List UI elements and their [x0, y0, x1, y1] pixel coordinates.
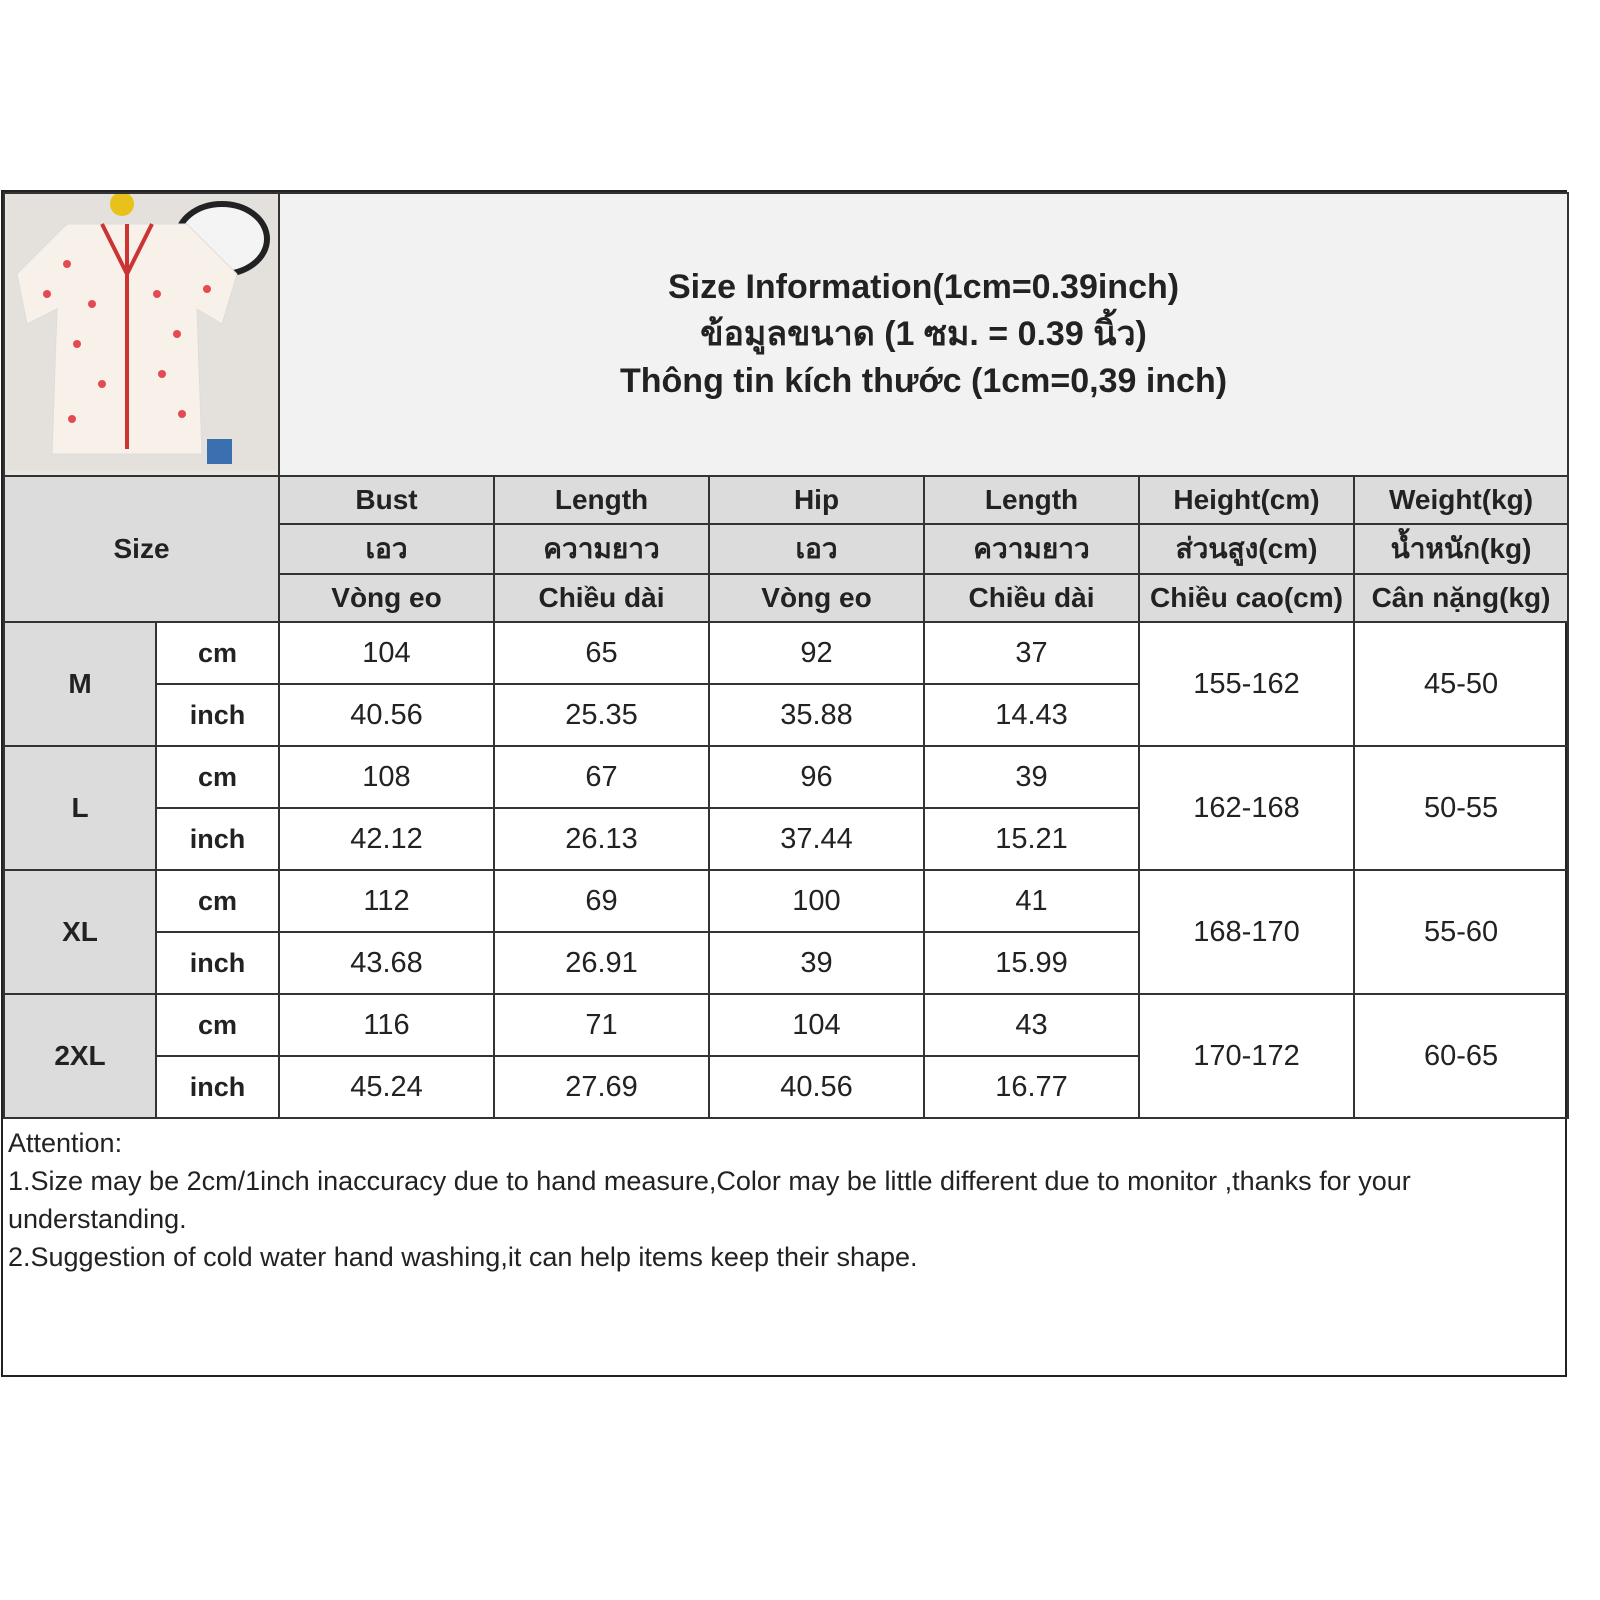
measurement-cell: 25.35 — [493, 683, 710, 747]
measurement-cell: 27.69 — [493, 1055, 710, 1119]
measurement-cell: 71 — [493, 993, 710, 1057]
table-row: 2XL cm 116 71 104 43 170-172 60-65 — [3, 993, 1570, 1119]
column-header: Height(cm) — [1138, 475, 1355, 525]
unit-label: inch — [155, 931, 280, 995]
unit-label: cm — [155, 869, 280, 933]
column-header: Vòng eo — [278, 573, 495, 623]
size-label: 2XL — [3, 993, 157, 1119]
measurement-cell: 26.13 — [493, 807, 710, 871]
column-header: ความยาว — [923, 523, 1140, 575]
measurement-cell: 43 — [923, 993, 1140, 1057]
table-row: inch 43.68 26.91 39 15.99 — [4, 931, 1568, 995]
unit-label: cm — [155, 993, 280, 1057]
measurement-cell: 41 — [923, 869, 1140, 933]
column-header: Weight(kg) — [1352, 475, 1570, 525]
notes-heading: Attention: — [8, 1128, 123, 1158]
measurement-cell: 37 — [923, 621, 1140, 685]
height-cell: 170-172 — [1138, 993, 1355, 1119]
column-header: Cân nặng(kg) — [1352, 573, 1570, 623]
measurement-cell: 37.44 — [708, 807, 925, 871]
measurement-cell: 42.12 — [278, 807, 495, 871]
weight-cell: 50-55 — [1352, 745, 1570, 871]
measurement-cell: 96 — [708, 745, 925, 809]
measurement-cell: 92 — [708, 621, 925, 685]
column-header: เอว — [708, 523, 925, 575]
unit-label: cm — [155, 745, 280, 809]
size-label: XL — [3, 869, 157, 995]
measurement-cell: 40.56 — [708, 1055, 925, 1119]
measurement-cell: 35.88 — [708, 683, 925, 747]
table-row: XL cm 112 69 100 41 168-170 55-60 — [3, 869, 1570, 995]
measurement-cell: 26.91 — [493, 931, 710, 995]
unit-label: inch — [155, 807, 280, 871]
height-cell: 155-162 — [1138, 621, 1355, 747]
measurement-cell: 43.68 — [278, 931, 495, 995]
measurement-cell: 67 — [493, 745, 710, 809]
column-header: Length — [493, 475, 710, 525]
title-vietnamese: Thông tin kích thước (1cm=0,39 inch) — [620, 362, 1228, 400]
size-chart: Size Information(1cm=0.39inch) ข้อมูลขนา… — [1, 190, 1570, 1377]
measurement-cell: 15.21 — [923, 807, 1140, 871]
measurement-cell: 104 — [708, 993, 925, 1057]
measurement-cell: 100 — [708, 869, 925, 933]
height-cell: 162-168 — [1138, 745, 1355, 871]
weight-cell: 60-65 — [1352, 993, 1570, 1119]
measurement-cell: 15.99 — [923, 931, 1140, 995]
column-header: Chiều cao(cm) — [1138, 573, 1355, 623]
measurement-cell: 45.24 — [278, 1055, 495, 1119]
measurement-cell: 40.56 — [278, 683, 495, 747]
pajama-image — [6, 195, 277, 470]
measurement-cell: 39 — [923, 745, 1140, 809]
attention-notes: Attention: 1.Size may be 2cm/1inch inacc… — [3, 1122, 1565, 1278]
height-cell: 168-170 — [1138, 869, 1355, 995]
column-header: น้ำหนัก(kg) — [1352, 523, 1570, 575]
column-header: Chiều dài — [493, 573, 710, 623]
measurement-cell: 116 — [278, 993, 495, 1057]
table-row: inch 40.56 25.35 35.88 14.43 — [4, 683, 1568, 747]
weight-cell: 45-50 — [1352, 621, 1570, 747]
column-header: Length — [923, 475, 1140, 525]
size-header: Size — [3, 475, 280, 623]
size-label: M — [3, 621, 157, 747]
column-header: Bust — [278, 475, 495, 525]
unit-label: cm — [155, 621, 280, 685]
chart-title: Size Information(1cm=0.39inch) ข้อมูลขนา… — [277, 192, 1570, 477]
note-2: 2.Suggestion of cold water hand washing,… — [8, 1242, 918, 1272]
unit-label: inch — [155, 1055, 280, 1119]
size-label: L — [3, 745, 157, 871]
title-thai: ข้อมูลขนาด (1 ซม. = 0.39 นิ้ว) — [700, 315, 1147, 353]
table-row: inch 42.12 26.13 37.44 15.21 — [4, 807, 1568, 871]
size-table: Size Information(1cm=0.39inch) ข้อมูลขนา… — [3, 192, 1570, 1119]
note-1: 1.Size may be 2cm/1inch inaccuracy due t… — [8, 1166, 1411, 1234]
measurement-cell: 65 — [493, 621, 710, 685]
column-header: ส่วนสูง(cm) — [1138, 523, 1355, 575]
column-header: เอว — [278, 523, 495, 575]
table-row: inch 45.24 27.69 40.56 16.77 — [4, 1055, 1568, 1119]
measurement-cell: 14.43 — [923, 683, 1140, 747]
column-header: Chiều dài — [923, 573, 1140, 623]
column-header: Hip — [708, 475, 925, 525]
product-photo — [3, 192, 280, 477]
unit-label: inch — [155, 683, 280, 747]
measurement-cell: 16.77 — [923, 1055, 1140, 1119]
column-header: ความยาว — [493, 523, 710, 575]
measurement-cell: 104 — [278, 621, 495, 685]
measurement-cell: 69 — [493, 869, 710, 933]
column-header: Vòng eo — [708, 573, 925, 623]
measurement-cell: 112 — [278, 869, 495, 933]
measurement-cell: 39 — [708, 931, 925, 995]
measurement-cell: 108 — [278, 745, 495, 809]
title-english: Size Information(1cm=0.39inch) — [667, 268, 1180, 306]
weight-cell: 55-60 — [1352, 869, 1570, 995]
